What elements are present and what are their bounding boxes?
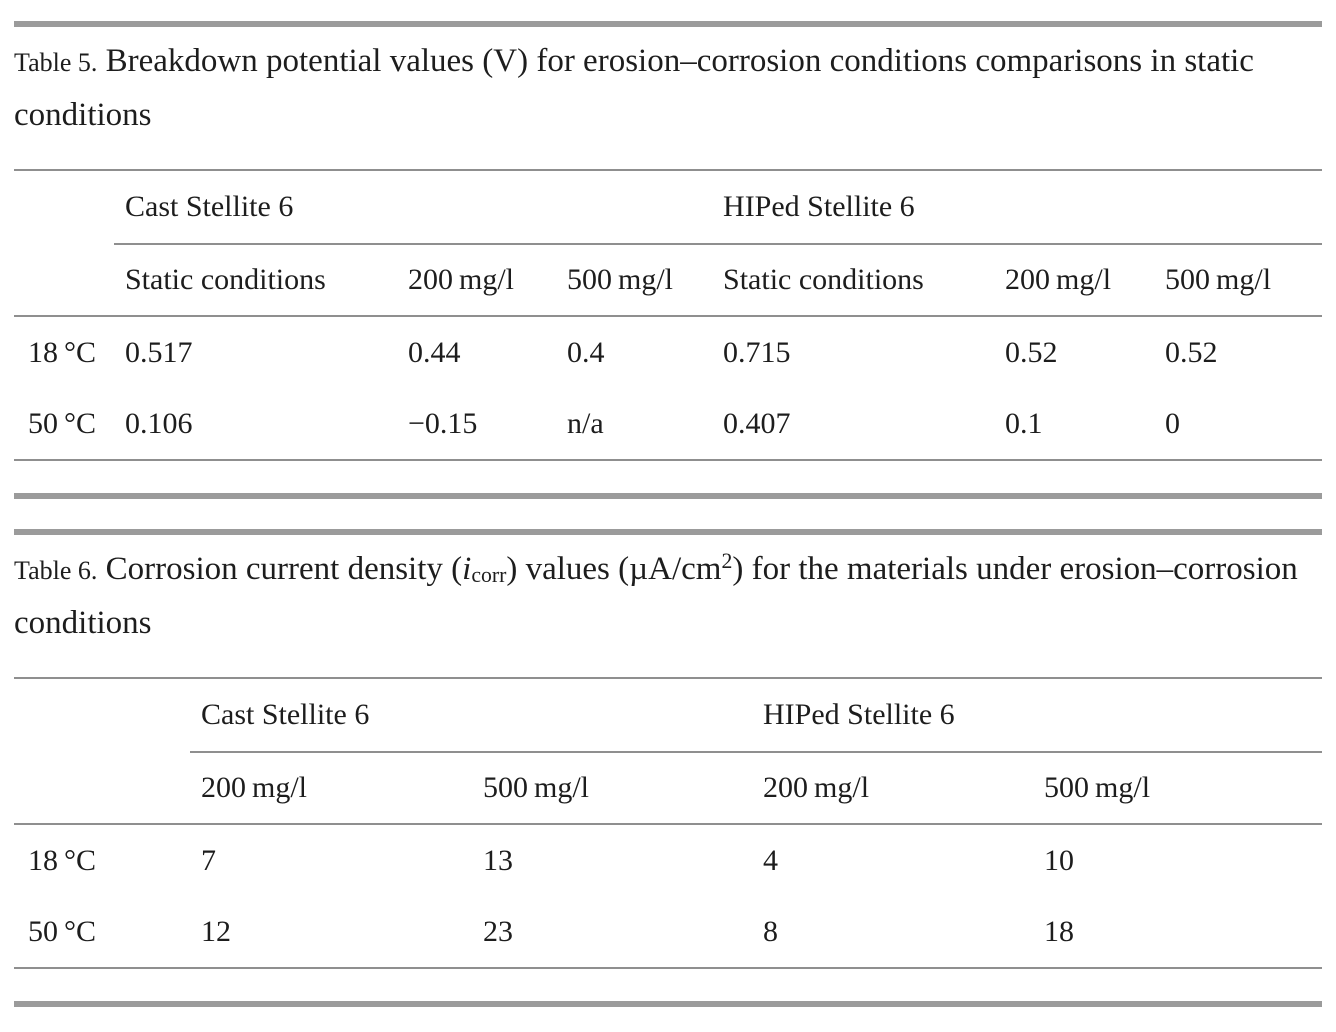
table5-cell: 0.52 bbox=[1005, 335, 1058, 369]
table5-caption-text: Breakdown potential values (V) for erosi… bbox=[14, 43, 1254, 133]
table6-col-200-cast: 200 mg/l bbox=[190, 752, 472, 825]
table5: Cast Stellite 6 HIPed Stellite 6 Static … bbox=[14, 169, 1323, 461]
table6-cell: 23 bbox=[483, 914, 513, 948]
table5-cell: −0.15 bbox=[408, 406, 478, 440]
table5-row-50c: 50 °C 0.106 −0.15 n/a 0.407 0.1 0 bbox=[14, 388, 1322, 460]
table6-group-hiped: HIPed Stellite 6 bbox=[752, 678, 1323, 753]
table6-bottom-rule bbox=[14, 1001, 1322, 1007]
table6: Cast Stellite 6 HIPed Stellite 6 200 mg/… bbox=[14, 677, 1323, 969]
table6-cell: 7 bbox=[201, 843, 216, 877]
table5-row-label-50c: 50 °C bbox=[28, 406, 97, 440]
table6-col-500-cast: 500 mg/l bbox=[472, 752, 753, 825]
table6-section: Table 6. Corrosion current density (icor… bbox=[14, 529, 1323, 1007]
table5-cell: 0.44 bbox=[408, 335, 461, 369]
table5-row-label-18c: 18 °C bbox=[28, 335, 97, 369]
table6-group-cast: Cast Stellite 6 bbox=[190, 678, 753, 753]
table5-col-200-cast: 200 mg/l bbox=[397, 244, 556, 317]
table5-group-hiped: HIPed Stellite 6 bbox=[712, 170, 1323, 245]
table5-cell: 0.407 bbox=[723, 406, 791, 440]
table5-cell: 0 bbox=[1165, 406, 1181, 440]
table5-group-stub-cell bbox=[14, 170, 114, 244]
table5-column-header-row: Static conditions 200 mg/l 500 mg/l Stat… bbox=[14, 244, 1323, 317]
table5-row-18c: 18 °C 0.517 0.44 0.4 0.715 0.52 0.52 bbox=[14, 316, 1322, 388]
table5-col-500-hiped: 500 mg/l bbox=[1154, 244, 1323, 317]
table6-col-200-hiped: 200 mg/l bbox=[752, 752, 1034, 825]
table5-section: Table 5. Breakdown potential values (V) … bbox=[14, 21, 1323, 499]
table6-cell: 10 bbox=[1044, 843, 1075, 877]
table5-caption: Table 5. Breakdown potential values (V) … bbox=[14, 35, 1322, 141]
table6-caption-icorr-subscript: corr bbox=[471, 563, 507, 588]
table6-caption-label: Table 6. bbox=[14, 556, 98, 585]
table6-caption-pre: Corrosion current density ( bbox=[105, 551, 463, 587]
table5-col-500-cast: 500 mg/l bbox=[556, 244, 713, 317]
table6-cell: 12 bbox=[201, 914, 231, 948]
table6-caption-text: Corrosion current density (icorr) values… bbox=[14, 549, 1298, 641]
table6-cell: 13 bbox=[483, 843, 513, 877]
table6-top-rule bbox=[14, 529, 1322, 535]
table6-caption-exponent: 2 bbox=[721, 549, 733, 574]
table5-cell: n/a bbox=[567, 406, 604, 440]
table5-group-cast: Cast Stellite 6 bbox=[114, 170, 713, 245]
table5-col-static-hiped: Static conditions bbox=[712, 244, 995, 317]
table5-cell: 0.4 bbox=[567, 335, 605, 369]
table5-caption-label: Table 5. bbox=[14, 48, 98, 77]
table5-cell: 0.52 bbox=[1165, 335, 1218, 369]
table5-col-200-hiped: 200 mg/l bbox=[994, 244, 1155, 317]
table5-top-rule bbox=[14, 21, 1322, 27]
table5-cell: 0.106 bbox=[125, 406, 193, 440]
table6-cell: 18 bbox=[1044, 914, 1075, 948]
table6-row-label-18c: 18 °C bbox=[28, 843, 97, 877]
table6-column-header-row: 200 mg/l 500 mg/l 200 mg/l 500 mg/l bbox=[14, 752, 1323, 825]
table5-group-header-row: Cast Stellite 6 HIPed Stellite 6 bbox=[14, 170, 1323, 245]
table5-cell: 0.1 bbox=[1005, 406, 1043, 440]
table6-caption: Table 6. Corrosion current density (icor… bbox=[14, 543, 1322, 649]
table6-group-header-row: Cast Stellite 6 HIPed Stellite 6 bbox=[14, 678, 1323, 753]
table6-cell: 8 bbox=[763, 914, 779, 948]
table5-cell: 0.715 bbox=[723, 335, 791, 369]
table5-col-static-cast: Static conditions bbox=[114, 244, 397, 317]
table6-group-stub-cell bbox=[14, 678, 190, 752]
table6-row-50c: 50 °C 12 23 8 18 bbox=[14, 896, 1322, 968]
table6-caption-mid: ) values (µA/cm bbox=[506, 551, 722, 587]
table5-bottom-rule bbox=[14, 493, 1322, 499]
table5-cell: 0.517 bbox=[125, 335, 193, 369]
table6-header-stub-cell bbox=[14, 752, 190, 825]
table5-header-stub-cell bbox=[14, 244, 114, 317]
table6-caption-icorr-symbol: i bbox=[462, 551, 472, 587]
table6-row-18c: 18 °C 7 13 4 10 bbox=[14, 824, 1322, 896]
table6-cell: 4 bbox=[763, 843, 779, 877]
table6-row-label-50c: 50 °C bbox=[28, 914, 97, 948]
table6-caption-post: ) for the materials under erosion–corros… bbox=[14, 551, 1298, 641]
table6-col-500-hiped: 500 mg/l bbox=[1033, 752, 1323, 825]
